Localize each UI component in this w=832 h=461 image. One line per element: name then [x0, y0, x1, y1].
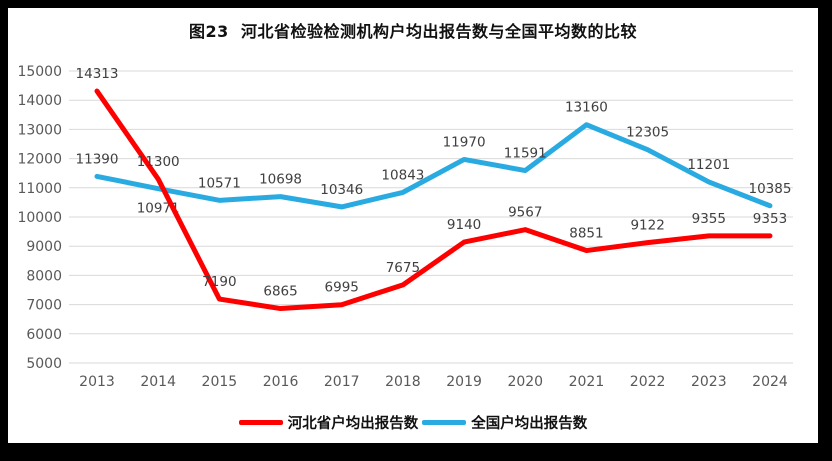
- x-tick-label: 2015: [202, 374, 238, 390]
- x-tick-label: 2013: [79, 374, 115, 390]
- data-label: 11201: [687, 157, 730, 173]
- x-tick-label: 2016: [263, 374, 299, 390]
- data-label: 14313: [76, 66, 119, 82]
- x-tick-label: 2017: [324, 374, 360, 390]
- data-label: 10346: [320, 182, 363, 198]
- y-tick-label: 13000: [17, 122, 62, 138]
- y-tick-label: 7000: [26, 298, 62, 314]
- y-tick-label: 12000: [17, 152, 62, 168]
- y-tick-label: 8000: [26, 268, 62, 284]
- data-label: 11300: [137, 154, 180, 170]
- data-label: 9353: [753, 211, 787, 227]
- x-tick-label: 2022: [630, 374, 666, 390]
- data-label: 11591: [504, 146, 547, 162]
- x-tick-label: 2014: [140, 374, 176, 390]
- y-tick-label: 15000: [17, 64, 62, 80]
- data-label: 6865: [263, 284, 297, 300]
- y-tick-label: 10000: [17, 210, 62, 226]
- data-label: 12305: [626, 125, 669, 141]
- x-tick-label: 2018: [385, 374, 421, 390]
- data-label: 11970: [443, 134, 486, 150]
- data-label: 10698: [259, 172, 302, 188]
- y-tick-label: 6000: [26, 327, 62, 343]
- legend-line-red: [238, 420, 283, 425]
- legend-line-blue: [422, 420, 467, 425]
- data-label: 10843: [381, 167, 424, 183]
- legend-item-hebei: 河北省户均出报告数: [238, 412, 419, 433]
- y-tick-label: 11000: [17, 181, 62, 197]
- data-label: 6995: [325, 280, 359, 296]
- legend-item-national: 全国户均出报告数: [422, 412, 587, 433]
- data-label: 7675: [386, 260, 420, 276]
- legend-label-hebei: 河北省户均出报告数: [287, 416, 419, 432]
- y-tick-label: 5000: [26, 356, 62, 372]
- x-tick-label: 2021: [569, 374, 605, 390]
- series-line-0: [94, 88, 773, 312]
- data-label: 7190: [202, 274, 236, 290]
- line-chart-svg: 5000 6000 7000 8000 9000 10000 11000 12000 13000…: [17, 64, 793, 390]
- y-tick-label: 14000: [17, 93, 62, 109]
- chart-legend: 河北省户均出报告数 全国户均出报告数: [8, 412, 818, 433]
- data-label: 9567: [508, 205, 542, 221]
- series-line-1: [94, 122, 773, 210]
- data-label: 13160: [565, 100, 608, 116]
- data-label: 9140: [447, 217, 481, 233]
- y-tick-label: 9000: [26, 239, 62, 255]
- data-label: 9355: [692, 211, 726, 227]
- data-label: 10571: [198, 175, 241, 191]
- data-label: 10385: [749, 181, 792, 197]
- data-label: 11390: [76, 151, 119, 167]
- data-label: 8851: [569, 226, 603, 242]
- chart-area: 图23 河北省检验检测机构户均出报告数与全国平均数的比较 5000 6000 700…: [8, 8, 818, 443]
- chart-title: 图23 河北省检验检测机构户均出报告数与全国平均数的比较: [189, 22, 637, 41]
- x-tick-label: 2020: [507, 374, 543, 390]
- data-label: 9122: [630, 218, 664, 234]
- x-tick-label: 2023: [691, 374, 727, 390]
- legend-label-national: 全国户均出报告数: [471, 416, 588, 432]
- x-tick-label: 2024: [752, 374, 788, 390]
- x-tick-label: 2019: [446, 374, 482, 390]
